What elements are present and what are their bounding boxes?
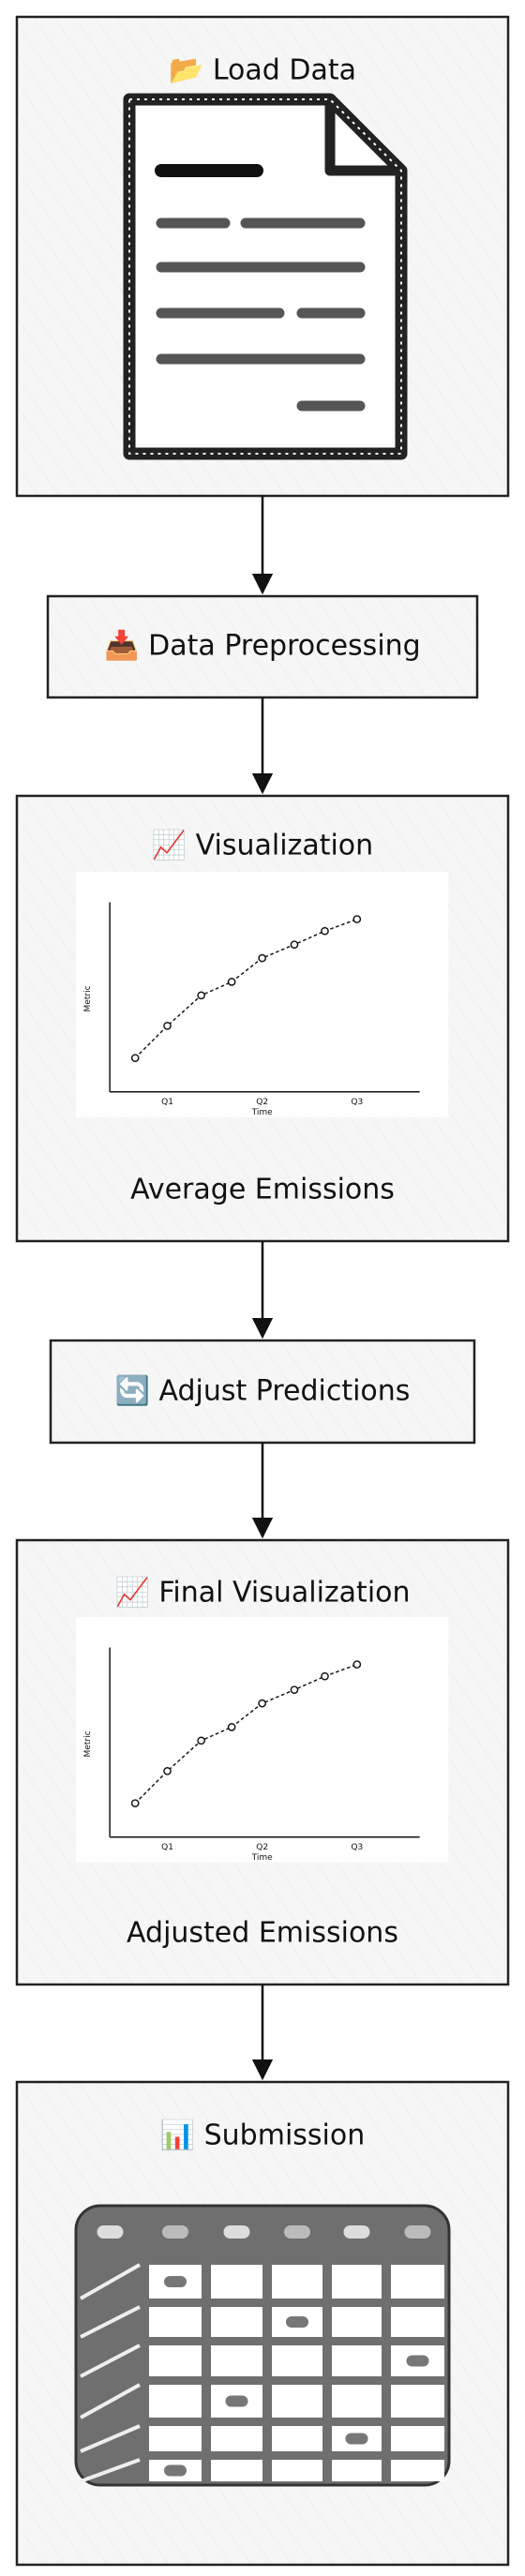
table-cell xyxy=(211,2460,262,2481)
table-cell xyxy=(332,2307,382,2337)
table-cell xyxy=(80,2458,141,2483)
table-cell xyxy=(80,2344,141,2378)
tick-label: Q1 xyxy=(161,1098,173,1107)
axis-label: Time xyxy=(251,1853,274,1863)
document-icon xyxy=(123,93,408,460)
table-cell xyxy=(272,2265,322,2299)
table-cell xyxy=(404,2225,431,2239)
table-cell xyxy=(164,2464,187,2477)
table-cell xyxy=(211,2307,262,2337)
tick-label: Q3 xyxy=(351,1098,363,1107)
tick-label: Q1 xyxy=(161,1843,173,1852)
node-label: 📈 Visualization xyxy=(152,829,373,862)
tick-label: Q2 xyxy=(256,1843,268,1852)
table-cell xyxy=(343,2225,370,2239)
table-cell xyxy=(80,2383,141,2419)
table-cell xyxy=(211,2426,262,2451)
table-cell xyxy=(149,2426,202,2451)
table-icon xyxy=(74,2204,451,2487)
table-cell xyxy=(284,2225,310,2239)
table-cell xyxy=(149,2345,202,2376)
table-cell xyxy=(272,2426,322,2451)
axis-label: Time xyxy=(251,1108,274,1117)
node-label: 📈 Final Visualization xyxy=(114,1576,410,1610)
table-cell xyxy=(286,2316,308,2328)
node-label: 📂 Load Data xyxy=(169,54,356,87)
table-cell xyxy=(272,2460,322,2481)
table-cell xyxy=(211,2345,262,2376)
tick-label: Q2 xyxy=(256,1098,268,1107)
table-cell xyxy=(223,2225,250,2239)
table-cell xyxy=(80,2263,141,2300)
node-caption: Average Emissions xyxy=(130,1174,395,1206)
table-cell xyxy=(332,2460,382,2481)
table-cell xyxy=(332,2265,382,2299)
table-cell xyxy=(391,2385,444,2418)
table-cell xyxy=(80,2305,141,2339)
table-cell xyxy=(225,2395,248,2407)
table-cell xyxy=(164,2276,187,2287)
table-cell xyxy=(332,2345,382,2376)
node-caption: Adjusted Emissions xyxy=(127,1917,398,1950)
table-cell xyxy=(332,2385,382,2418)
table-cell xyxy=(149,2385,202,2418)
mini-chart: Metric Q1 Q2 Q3 Time xyxy=(75,1616,450,1864)
node-label: 📊 Submission xyxy=(160,2119,366,2152)
table-cell xyxy=(149,2307,202,2337)
table-cell xyxy=(272,2345,322,2376)
table-cell xyxy=(97,2225,124,2239)
table-cell xyxy=(391,2426,444,2451)
axis-label: Metric xyxy=(83,985,93,1011)
table-cell xyxy=(391,2265,444,2299)
mini-chart: Metric Q1 Q2 Q3 Time xyxy=(75,871,450,1118)
table-cell xyxy=(211,2265,262,2299)
tick-label: Q3 xyxy=(351,1843,363,1852)
table-cell xyxy=(345,2433,368,2445)
node-box xyxy=(49,1339,476,1445)
table-cell xyxy=(272,2385,322,2418)
node-label: 🔄 Adjust Predictions xyxy=(115,1374,411,1408)
table-cell xyxy=(391,2307,444,2337)
node-label: 📥 Data Preprocessing xyxy=(104,629,420,663)
axis-label: Metric xyxy=(83,1730,93,1757)
table-cell xyxy=(162,2225,188,2239)
table-cell xyxy=(406,2355,429,2367)
table-cell xyxy=(391,2460,444,2481)
table-cell xyxy=(80,2424,141,2453)
